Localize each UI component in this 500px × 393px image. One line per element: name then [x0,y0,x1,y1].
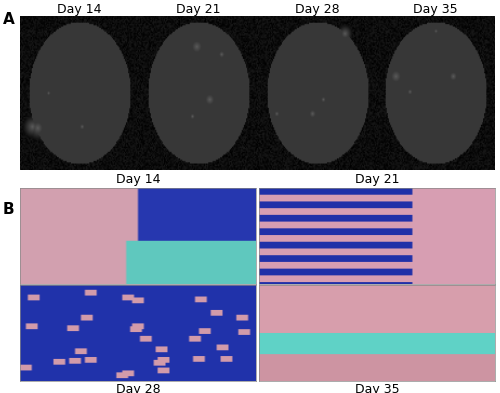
Text: Day 28: Day 28 [116,383,160,393]
Title: Day 21: Day 21 [176,3,220,16]
Title: Day 35: Day 35 [414,3,458,16]
Text: Day 21: Day 21 [355,173,400,186]
Title: Day 28: Day 28 [294,3,339,16]
Title: Day 14: Day 14 [57,3,102,16]
Text: A: A [2,12,14,27]
Text: B: B [2,202,14,217]
Text: Day 14: Day 14 [116,173,160,186]
Text: Day 35: Day 35 [355,383,400,393]
